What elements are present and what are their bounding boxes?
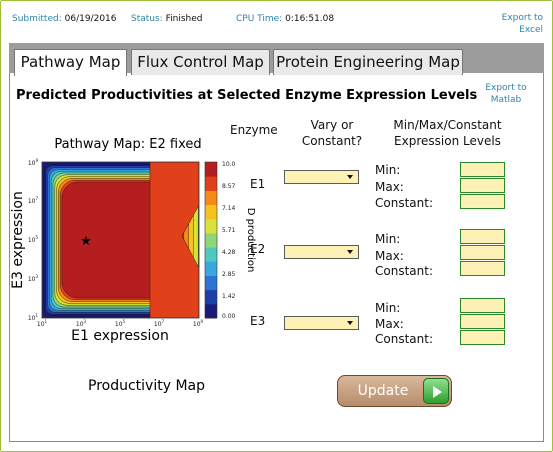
e3-constant-field[interactable] — [460, 330, 505, 345]
x-axis-label: E1 expression — [71, 328, 169, 344]
x-tick-labels: 101 103 105 107 109 — [37, 319, 204, 328]
x-tick-3: 107 — [154, 319, 165, 328]
e1-constant-label: Constant: — [375, 196, 433, 210]
cbar-tick-1: 8.57 — [222, 183, 236, 190]
e2-min-field[interactable] — [460, 229, 505, 244]
tab-pathway-map[interactable]: Pathway Map — [14, 49, 127, 76]
y-tick-0: 101 — [28, 313, 39, 322]
y-axis-label: E3 expression — [10, 191, 26, 289]
column-header-vary: Vary or Constant? — [301, 118, 363, 148]
e3-min-label: Min: — [375, 301, 401, 315]
e1-max-field[interactable] — [460, 178, 505, 193]
submitted-info: Submitted: 06/19/2016 — [12, 14, 117, 24]
cpu-time-label: CPU Time: — [236, 14, 283, 24]
colorbar-segment-3 — [205, 261, 217, 276]
tab-flux-control-map[interactable]: Flux Control Map — [131, 49, 270, 75]
e1-min-field[interactable] — [460, 162, 505, 177]
page-heading: Predicted Productivities at Selected Enz… — [16, 88, 478, 103]
cbar-tick-6: 1.42 — [222, 293, 236, 300]
colorbar-border — [204, 161, 218, 319]
y-tick-labels: 101 103 105 107 109 — [28, 158, 39, 322]
e3-min-field[interactable] — [460, 298, 505, 313]
submitted-value: 06/19/2016 — [64, 14, 117, 24]
colorbar-segment-10 — [205, 162, 217, 177]
e3-max-field[interactable] — [460, 314, 505, 329]
update-button-label: Update — [357, 383, 409, 399]
column-header-enzyme: Enzyme — [230, 123, 278, 137]
export-to-excel-link[interactable]: Export to Excel — [501, 13, 543, 35]
e1-min-label: Min: — [375, 163, 401, 177]
contour-layers — [43, 162, 199, 318]
enzyme-label-e3: E3 — [250, 314, 266, 328]
cbar-tick-4: 4.28 — [222, 249, 236, 256]
colorbar-segment-5 — [205, 232, 217, 248]
export-to-matlab-link[interactable]: Export to Matlab — [485, 83, 527, 105]
y-tick-1: 103 — [28, 274, 39, 283]
vary-constant-select-e3[interactable] — [284, 316, 359, 330]
y-tick-3: 107 — [28, 196, 39, 205]
e2-constant-label: Constant: — [375, 264, 433, 278]
e2-max-field[interactable] — [460, 245, 505, 260]
x-tick-4: 109 — [193, 319, 204, 328]
cbar-tick-3: 5.71 — [222, 227, 236, 234]
play-icon — [423, 378, 449, 404]
status-info: Status: Finished — [131, 14, 202, 24]
colorbar-segment-4 — [205, 247, 217, 262]
e1-max-label: Max: — [375, 180, 404, 194]
pathway-map-plot: ★ 101 103 105 107 109 101 103 105 107 10… — [10, 158, 256, 344]
vary-constant-select-e2[interactable] — [284, 245, 359, 259]
colorbar-segment-0 — [205, 303, 217, 319]
e2-max-label: Max: — [375, 249, 404, 263]
enzyme-label-e2: E2 — [250, 242, 266, 256]
productivity-map-label: Productivity Map — [88, 378, 205, 394]
colorbar-label: D production — [245, 208, 256, 273]
cbar-tick-5: 2.85 — [222, 271, 236, 278]
cbar-tick-7: 0.00 — [222, 313, 236, 320]
column-header-levels: Min/Max/Constant Expression Levels — [393, 118, 502, 148]
colorbar-tick-labels: 10.0 8.57 7.14 5.71 4.28 2.85 1.42 0.00 — [222, 161, 236, 320]
cpu-time-value: 0:16:51.08 — [285, 14, 335, 24]
chevron-down-icon — [347, 175, 353, 179]
e2-min-label: Min: — [375, 232, 401, 246]
x-tick-0: 101 — [37, 319, 48, 328]
plot-border — [41, 161, 200, 319]
colorbar-segment-7 — [205, 204, 217, 220]
x-tick-1: 103 — [76, 319, 87, 328]
vary-constant-select-e1[interactable] — [284, 170, 359, 184]
contour-ridge — [149, 162, 199, 318]
y-tick-2: 105 — [28, 235, 39, 244]
plot-title: Pathway Map: E2 fixed — [54, 137, 202, 152]
e1-constant-field[interactable] — [460, 194, 505, 209]
cbar-tick-0: 10.0 — [222, 161, 236, 168]
colorbar-segment-2 — [205, 275, 217, 291]
colorbar-segment-9 — [205, 176, 217, 191]
x-tick-2: 105 — [115, 319, 126, 328]
status-label: Status: — [131, 14, 163, 24]
colorbar-segment-1 — [205, 289, 217, 305]
colorbar — [204, 161, 218, 319]
e3-max-label: Max: — [375, 317, 404, 331]
y-tick-4: 109 — [28, 158, 39, 167]
status-value: Finished — [165, 14, 203, 24]
chevron-down-icon — [347, 321, 353, 325]
enzyme-label-e1: E1 — [250, 177, 266, 191]
chevron-down-icon — [347, 250, 353, 254]
update-button[interactable]: Update — [337, 375, 452, 407]
colorbar-segment-8 — [205, 190, 217, 206]
e2-constant-field[interactable] — [460, 261, 505, 276]
tab-protein-engineering-map[interactable]: Protein Engineering Map — [273, 49, 463, 75]
colorbar-segment-6 — [205, 218, 217, 234]
optimum-marker: ★ — [80, 234, 92, 249]
e3-constant-label: Constant: — [375, 332, 433, 346]
submitted-label: Submitted: — [12, 14, 62, 24]
cbar-tick-2: 7.14 — [222, 205, 236, 212]
cpu-time-info: CPU Time: 0:16:51.08 — [236, 14, 334, 24]
